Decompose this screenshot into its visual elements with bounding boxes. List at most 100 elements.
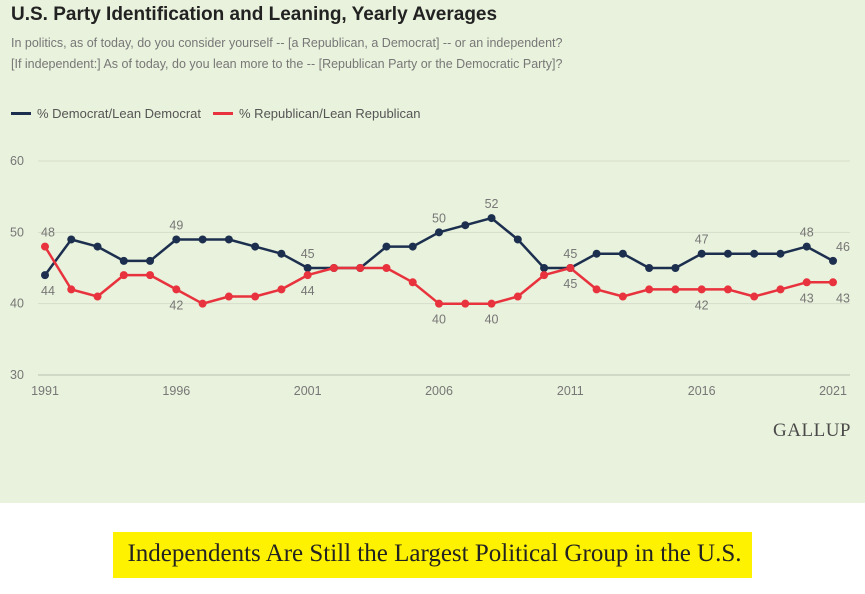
data-point [750, 292, 759, 301]
y-tick-label: 60 [10, 154, 24, 168]
data-label: 46 [836, 240, 850, 254]
data-point [723, 285, 732, 294]
data-label: 43 [800, 291, 814, 305]
data-point [277, 285, 286, 294]
data-point [408, 278, 417, 287]
data-label: 48 [41, 226, 55, 240]
data-point [776, 249, 785, 258]
data-point [802, 242, 811, 251]
survey-question-line-1: In politics, as of today, do you conside… [11, 36, 563, 50]
gridlines [38, 160, 850, 376]
series-line-0 [43, 216, 834, 276]
data-point [645, 285, 654, 294]
data-label: 43 [836, 291, 850, 305]
data-point [671, 285, 680, 294]
data-point [750, 249, 759, 258]
data-point [382, 264, 391, 272]
data-label: 45 [563, 277, 577, 291]
y-tick-label: 40 [10, 297, 24, 311]
data-label: 47 [695, 233, 709, 247]
data-label: 49 [169, 218, 183, 232]
x-tick-label: 2006 [425, 384, 453, 398]
line-chart-plot: 30 40 50 60 1991 1996 2001 2006 2011 2016 2021 44 4… [10, 154, 850, 398]
data-point [513, 292, 522, 301]
x-tick-label: 2001 [294, 384, 322, 398]
data-point [461, 299, 470, 308]
data-point [251, 242, 260, 251]
x-tick-label: 1991 [31, 384, 59, 398]
data-point [93, 292, 102, 301]
data-point [277, 249, 286, 258]
axis-ticks: 30 40 50 60 1991 1996 2001 2006 2011 2016 2021 [10, 154, 847, 398]
y-tick-label: 50 [10, 225, 24, 239]
chart-card: U.S. Party Identification and Leaning, Y… [0, 0, 865, 503]
data-label: 42 [169, 298, 183, 312]
legend-item-republican: % Republican/Lean Republican [213, 106, 420, 121]
data-label: 44 [41, 284, 55, 298]
gallup-logo: GALLUP [773, 420, 851, 441]
legend-label-democrat: % Democrat/Lean Democrat [37, 106, 202, 121]
data-point [487, 214, 496, 223]
data-point [382, 242, 391, 251]
data-point [67, 235, 76, 244]
data-point [645, 264, 654, 272]
data-point [697, 285, 706, 294]
data-point [198, 235, 207, 244]
data-label: 45 [563, 247, 577, 261]
data-label: 50 [432, 211, 446, 225]
x-tick-label: 1996 [162, 384, 190, 398]
data-point [435, 299, 443, 308]
y-tick-label: 30 [10, 368, 24, 382]
data-point [592, 249, 601, 258]
data-point [146, 271, 155, 280]
data-label: 48 [800, 226, 814, 240]
data-point [461, 221, 470, 230]
data-point [224, 292, 233, 301]
data-label: 45 [301, 247, 315, 261]
data-point [172, 235, 181, 244]
data-point [829, 278, 837, 287]
data-point [513, 235, 522, 244]
survey-question-line-2: [If independent:] As of today, do you le… [11, 57, 563, 71]
legend-swatch-democrat [11, 112, 31, 115]
data-point [566, 264, 575, 272]
data-point [224, 235, 233, 244]
chart-title: U.S. Party Identification and Leaning, Y… [11, 4, 498, 25]
data-point [356, 264, 365, 272]
data-label: 44 [301, 284, 315, 298]
data-point [540, 264, 549, 272]
data-point [119, 256, 128, 265]
x-tick-label: 2011 [557, 384, 584, 398]
data-point [303, 271, 312, 280]
data-point [723, 249, 732, 258]
data-point [829, 256, 837, 265]
data-point [146, 256, 155, 265]
data-point [802, 278, 811, 287]
data-label: 52 [485, 197, 499, 211]
data-label: 40 [432, 313, 446, 327]
data-point [67, 285, 76, 294]
data-point [671, 264, 680, 272]
data-point [540, 271, 549, 280]
x-tick-label: 2021 [819, 384, 847, 398]
data-point [329, 264, 338, 272]
data-point [119, 271, 128, 280]
series-points [41, 214, 837, 308]
data-point [41, 271, 49, 280]
data-point [592, 285, 601, 294]
caption-container: Independents Are Still the Largest Polit… [0, 532, 865, 578]
data-point [198, 299, 207, 308]
data-point [303, 264, 312, 272]
data-point [435, 228, 443, 237]
data-point [618, 292, 627, 301]
data-point [776, 285, 785, 294]
data-point [487, 299, 496, 308]
series-line-1 [43, 245, 833, 305]
data-point [618, 249, 627, 258]
x-tick-label: 2016 [688, 384, 716, 398]
data-label: 40 [485, 313, 499, 327]
legend-label-republican: % Republican/Lean Republican [239, 106, 421, 121]
legend-item-democrat: % Democrat/Lean Democrat [11, 106, 201, 121]
data-point [408, 242, 417, 251]
data-point [93, 242, 102, 251]
